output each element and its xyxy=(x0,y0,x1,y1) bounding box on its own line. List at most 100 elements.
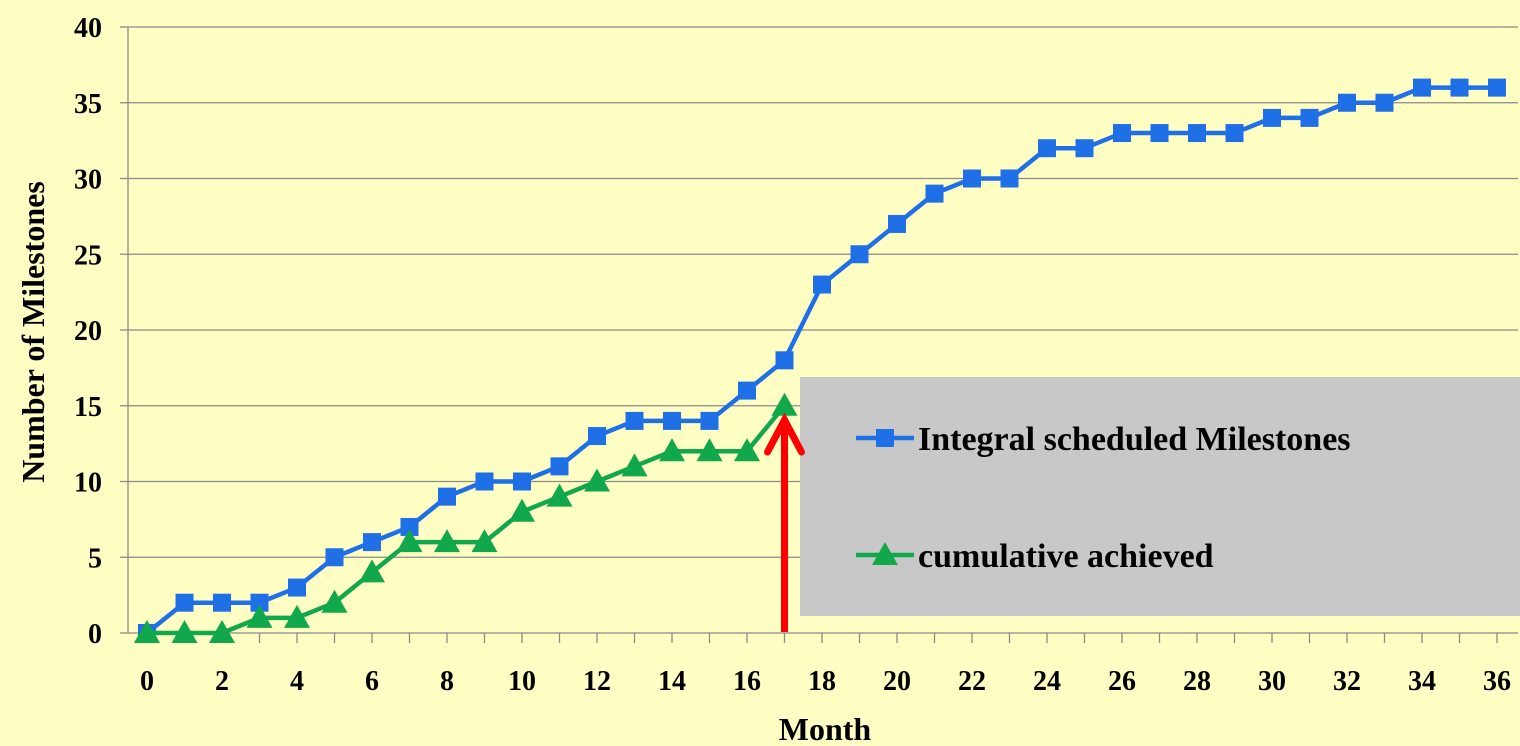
scheduled-point-9 xyxy=(475,472,494,491)
achieved-point-15 xyxy=(696,438,723,462)
scheduled-point-15 xyxy=(700,411,719,430)
legend-label: cumulative achieved xyxy=(918,538,1214,575)
legend-item-achieved: cumulative achieved xyxy=(856,538,1214,575)
x-tick-label-32: 32 xyxy=(1333,666,1361,697)
annotation-layer xyxy=(764,412,805,632)
scheduled-point-17 xyxy=(775,351,794,370)
x-tick-label-8: 8 xyxy=(440,666,454,697)
series-line-achieved xyxy=(147,404,787,636)
x-tick-label-30: 30 xyxy=(1258,666,1286,697)
scheduled-point-1 xyxy=(175,593,194,612)
scheduled-point-33 xyxy=(1375,93,1394,112)
red-arrow xyxy=(764,412,805,632)
scheduled-point-26 xyxy=(1113,124,1131,143)
scheduled-point-20 xyxy=(888,214,906,233)
legend: Integral scheduled Milestones cumulative … xyxy=(800,377,1520,616)
y-tick-label-25: 25 xyxy=(74,240,102,271)
y-tick-label-35: 35 xyxy=(74,89,102,120)
scheduled-point-29 xyxy=(1225,124,1244,143)
y-tick-label-5: 5 xyxy=(88,543,102,574)
achieved-point-14 xyxy=(659,438,685,462)
x-tick-label-2: 2 xyxy=(215,666,229,697)
scheduled-point-32 xyxy=(1338,93,1356,112)
scheduled-point-36 xyxy=(1488,78,1506,97)
axes xyxy=(120,26,1518,643)
legend-items: Integral scheduled Milestones cumulative … xyxy=(856,421,1351,575)
x-tick-label-6: 6 xyxy=(365,666,379,697)
scheduled-point-6 xyxy=(363,533,381,552)
x-tick-label-12: 12 xyxy=(583,666,611,697)
y-tick-label-0: 0 xyxy=(88,619,102,650)
scheduled-point-19 xyxy=(850,245,869,264)
scheduled-point-28 xyxy=(1188,124,1206,143)
achieved-point-3 xyxy=(246,604,273,628)
achieved-point-10 xyxy=(509,498,535,522)
x-tick-label-16: 16 xyxy=(733,666,761,697)
scheduled-point-35 xyxy=(1450,78,1469,97)
x-tick-label-18: 18 xyxy=(808,666,836,697)
scheduled-point-25 xyxy=(1075,139,1094,158)
scheduled-point-18 xyxy=(813,275,831,294)
achieved-point-17 xyxy=(771,392,798,416)
scheduled-point-10 xyxy=(513,472,531,491)
achieved-point-5 xyxy=(321,589,348,613)
y-tick-label-20: 20 xyxy=(74,316,102,347)
achieved-point-16 xyxy=(734,438,760,462)
y-tick-label-30: 30 xyxy=(74,165,102,196)
scheduled-point-11 xyxy=(550,457,569,476)
scheduled-point-8 xyxy=(438,487,456,506)
x-tick-label-22: 22 xyxy=(958,666,986,697)
series-scheduled xyxy=(138,78,1506,642)
achieved-point-2 xyxy=(209,620,235,643)
scheduled-point-14 xyxy=(663,411,681,430)
x-tick-label-4: 4 xyxy=(290,666,304,697)
series-layer xyxy=(134,78,1506,643)
x-tick-label-14: 14 xyxy=(658,666,686,697)
legend-marker-square xyxy=(876,429,894,447)
scheduled-point-7 xyxy=(400,517,419,536)
scheduled-point-30 xyxy=(1263,108,1281,127)
achieved-point-13 xyxy=(621,453,648,477)
x-tick-label-24: 24 xyxy=(1033,666,1061,697)
x-tick-label-10: 10 xyxy=(508,666,536,697)
achieved-point-8 xyxy=(434,529,460,553)
achieved-point-11 xyxy=(546,483,573,507)
legend-background xyxy=(800,377,1520,616)
scheduled-point-22 xyxy=(963,169,981,188)
arrow-head xyxy=(764,412,805,456)
scheduled-point-3 xyxy=(250,593,269,612)
y-tick-label-10: 10 xyxy=(74,468,102,499)
achieved-point-4 xyxy=(284,604,310,628)
x-axis-title: Month xyxy=(779,711,872,746)
scheduled-point-2 xyxy=(213,593,231,612)
y-tick-label-15: 15 xyxy=(74,392,102,423)
scheduled-point-4 xyxy=(288,578,306,597)
x-tick-label-26: 26 xyxy=(1108,666,1136,697)
scheduled-point-23 xyxy=(1000,169,1019,188)
scheduled-point-24 xyxy=(1038,139,1056,158)
scheduled-point-21 xyxy=(925,184,944,203)
scheduled-point-16 xyxy=(738,381,756,400)
scheduled-point-13 xyxy=(625,411,644,430)
achieved-point-12 xyxy=(584,468,610,492)
legend-marker-triangle xyxy=(872,542,898,565)
legend-item-scheduled: Integral scheduled Milestones xyxy=(856,421,1351,458)
scheduled-point-12 xyxy=(588,427,606,446)
achieved-point-6 xyxy=(359,559,385,583)
series-achieved xyxy=(134,392,798,643)
scheduled-point-5 xyxy=(325,548,344,567)
achieved-point-7 xyxy=(396,529,423,553)
achieved-point-0 xyxy=(134,620,160,643)
y-tick-label-40: 40 xyxy=(74,13,102,44)
legend-label: Integral scheduled Milestones xyxy=(918,421,1351,458)
achieved-point-9 xyxy=(471,529,498,553)
x-tick-label-28: 28 xyxy=(1183,666,1211,697)
scheduled-point-27 xyxy=(1150,124,1169,143)
x-tick-label-36: 36 xyxy=(1483,666,1511,697)
achieved-point-1 xyxy=(171,620,198,643)
x-tick-label-20: 20 xyxy=(883,666,911,697)
y-axis-title: Number of Milestones xyxy=(15,181,51,483)
y-tick-labels: 0 5 10 15 20 25 30 35 40 xyxy=(74,13,102,650)
x-tick-labels: 0 2 4 6 8 10 12 14 16 18 20 22 24 26 28 30 32 34 36 xyxy=(140,666,1511,697)
